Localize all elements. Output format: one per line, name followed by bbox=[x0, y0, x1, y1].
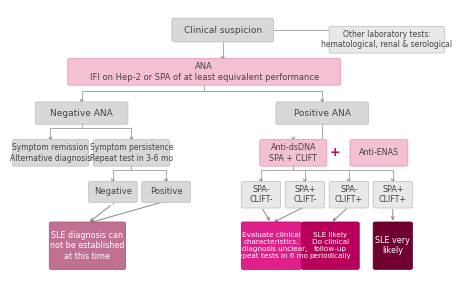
Text: Symptom persistence
Repeat test in 3-6 mo: Symptom persistence Repeat test in 3-6 m… bbox=[90, 143, 173, 162]
Text: Positive ANA: Positive ANA bbox=[294, 109, 351, 118]
Text: ANA
IFI on Hep-2 or SPA of at least equivalent performance: ANA IFI on Hep-2 or SPA of at least equi… bbox=[90, 62, 319, 81]
FancyBboxPatch shape bbox=[301, 222, 359, 269]
Text: +: + bbox=[329, 146, 340, 159]
Text: Negative ANA: Negative ANA bbox=[50, 109, 113, 118]
FancyBboxPatch shape bbox=[329, 182, 368, 208]
FancyBboxPatch shape bbox=[329, 27, 445, 53]
FancyBboxPatch shape bbox=[68, 59, 341, 85]
Text: Positive: Positive bbox=[150, 188, 182, 197]
Text: SLE very
likely: SLE very likely bbox=[375, 236, 410, 255]
Text: SPA-
CLIFT+: SPA- CLIFT+ bbox=[335, 185, 363, 204]
FancyBboxPatch shape bbox=[241, 182, 281, 208]
Text: Evaluate clinical
characteristics.
If diagnosis unclear,
repeat tests in 6 mo: Evaluate clinical characteristics. If di… bbox=[235, 232, 308, 259]
Text: Clinical suspicion: Clinical suspicion bbox=[184, 25, 262, 34]
Text: Anti-ENAS: Anti-ENAS bbox=[359, 148, 399, 157]
Text: Symptom remission
Alternative diagnosis: Symptom remission Alternative diagnosis bbox=[10, 143, 91, 162]
FancyBboxPatch shape bbox=[172, 18, 273, 42]
Text: Anti-dsDNA
SPA + CLIFT: Anti-dsDNA SPA + CLIFT bbox=[269, 143, 317, 162]
FancyBboxPatch shape bbox=[12, 140, 89, 166]
FancyBboxPatch shape bbox=[276, 102, 368, 124]
Text: Negative: Negative bbox=[94, 188, 132, 197]
Text: SPA+
CLIFT+: SPA+ CLIFT+ bbox=[379, 185, 407, 204]
Text: SPA-
CLIFT-: SPA- CLIFT- bbox=[249, 185, 273, 204]
FancyBboxPatch shape bbox=[373, 222, 412, 269]
Text: SLE diagnosis can
not be established
at this time: SLE diagnosis can not be established at … bbox=[50, 231, 125, 261]
FancyBboxPatch shape bbox=[285, 182, 325, 208]
FancyBboxPatch shape bbox=[36, 102, 128, 124]
FancyBboxPatch shape bbox=[142, 182, 191, 202]
FancyBboxPatch shape bbox=[241, 222, 301, 269]
FancyBboxPatch shape bbox=[49, 222, 126, 269]
FancyBboxPatch shape bbox=[89, 182, 137, 202]
Text: SLE likely
Do clinical
follow-up
periodically: SLE likely Do clinical follow-up periodi… bbox=[310, 232, 351, 259]
FancyBboxPatch shape bbox=[93, 140, 170, 166]
FancyBboxPatch shape bbox=[350, 140, 408, 166]
Text: Other laboratory tests:
hematological, renal & serological: Other laboratory tests: hematological, r… bbox=[321, 30, 453, 49]
Text: SPA+
CLIFT-: SPA+ CLIFT- bbox=[293, 185, 317, 204]
FancyBboxPatch shape bbox=[373, 182, 412, 208]
FancyBboxPatch shape bbox=[260, 140, 327, 166]
